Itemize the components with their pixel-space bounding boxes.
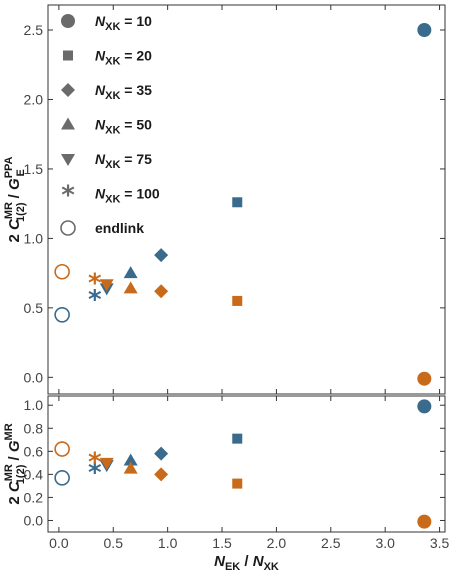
legend-marker-triangle-down xyxy=(61,154,75,166)
x-tick-label: 3.0 xyxy=(375,535,395,551)
data-point-blue-open-circle xyxy=(54,470,70,486)
y-tick-label: 1.0 xyxy=(24,230,44,246)
data-point-orange-circle xyxy=(417,514,432,529)
y-tick-label: 1.0 xyxy=(24,397,44,413)
y-tick-label: 0.0 xyxy=(24,512,44,528)
y-axis-label: 2 CMR1(2) / GMR xyxy=(3,423,27,504)
legend-label: NXK = 10 xyxy=(95,13,152,33)
data-point-orange-circle xyxy=(417,371,432,386)
legend-label: NXK = 20 xyxy=(95,48,152,68)
legend-label: NXK = 75 xyxy=(95,151,152,171)
data-point-blue-asterisk: * xyxy=(88,285,102,315)
data-point-blue-diamond xyxy=(154,446,169,461)
legend-label: NXK = 35 xyxy=(95,82,152,102)
data-point-orange-asterisk: * xyxy=(88,448,102,478)
legend-marker-square xyxy=(63,50,73,61)
y-tick-label: 0.8 xyxy=(24,420,44,436)
data-point-orange-triangle-up xyxy=(123,461,138,474)
x-tick-label: 3.5 xyxy=(430,535,450,551)
bottom-panel: 0.0 0.2 0.4 0.6 0.8 1.0 0.0 0.5 1.0 1.5 2.0 2.5 3.0 3… xyxy=(24,395,450,551)
top-panel: 0.00.51.01.52.02.5** xyxy=(24,4,446,395)
legend: NXK = 10 NXK = 20 NXK = 35 NXK = 50 NXK = 75… xyxy=(60,13,160,236)
data-point-blue-square xyxy=(232,433,243,444)
legend-marker-diamond xyxy=(61,83,75,97)
x-tick-label: 0.0 xyxy=(49,535,69,551)
data-point-orange-triangle-down xyxy=(99,457,114,470)
x-tick-label: 2.5 xyxy=(321,535,341,551)
data-point-blue-circle xyxy=(417,399,432,414)
data-point-blue-triangle-up xyxy=(123,266,138,279)
y-tick-label: 2.5 xyxy=(24,22,44,38)
y-tick-label: 0.5 xyxy=(24,300,44,316)
legend-marker-open-circle xyxy=(60,220,76,236)
data-point-blue-asterisk: * xyxy=(88,458,102,488)
y-tick-label: 2.0 xyxy=(24,91,44,107)
data-point-orange-triangle-down xyxy=(99,279,114,292)
data-point-blue-diamond xyxy=(154,248,169,263)
data-point-blue-square xyxy=(232,197,243,208)
x-tick-label: 0.5 xyxy=(104,535,124,551)
data-point-orange-diamond xyxy=(154,284,169,299)
data-point-orange-square xyxy=(232,478,243,489)
data-point-blue-open-circle xyxy=(54,307,70,323)
y-axis-label: 2 CMR1(2) / GPPAE xyxy=(3,156,27,242)
y-tick-label: 0.6 xyxy=(24,443,44,459)
data-point-blue-triangle-up xyxy=(123,453,138,466)
y-tick-label: 1.5 xyxy=(24,161,44,177)
y-tick-label: 0.4 xyxy=(24,466,44,482)
legend-marker-triangle-up xyxy=(61,117,75,130)
legend-label: NXK = 50 xyxy=(95,117,152,137)
data-point-orange-diamond xyxy=(154,467,169,482)
x-tick-label: 2.0 xyxy=(267,535,287,551)
data-point-orange-asterisk: * xyxy=(88,268,102,298)
data-point-orange-triangle-up xyxy=(123,281,138,294)
x-tick-label: 1.5 xyxy=(212,535,232,551)
data-point-orange-square xyxy=(232,295,243,306)
data-point-orange-open-circle xyxy=(54,441,70,457)
legend-label: endlink xyxy=(95,220,144,236)
data-point-orange-open-circle xyxy=(54,263,70,280)
y-tick-label: 0.0 xyxy=(24,369,44,385)
plot-frame xyxy=(47,4,446,395)
axis-labels: 2 CMR1(2) / GPPAE 2 CMR1(2) / GMR NEK / NX… xyxy=(3,156,279,572)
legend-label: NXK = 100 xyxy=(95,186,160,206)
plot-frame xyxy=(47,395,446,533)
data-point-blue-circle xyxy=(417,23,432,38)
x-axis-label: NEK / NXK xyxy=(214,553,279,572)
x-tick-label: 1.0 xyxy=(158,535,178,551)
legend-marker-asterisk: * xyxy=(61,181,75,211)
legend-marker-circle xyxy=(61,14,75,28)
y-tick-label: 0.2 xyxy=(24,489,44,505)
